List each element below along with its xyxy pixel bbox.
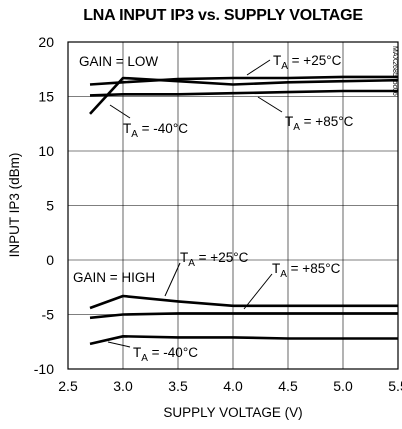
- leader-high-m40: [107, 341, 131, 348]
- series-line-0: [89, 75, 398, 86]
- x-tick-label: 2.5: [58, 378, 78, 394]
- series-line-3: [89, 294, 398, 310]
- y-axis-label: INPUT IP3 (dBm): [7, 153, 22, 258]
- figure-code: MAX2685 toc06: [391, 46, 398, 96]
- series-lines: [89, 75, 399, 346]
- y-tick-label: 0: [46, 252, 54, 268]
- annotation-high-25: TA = +25°C: [180, 250, 249, 269]
- x-tick-label: 5.0: [333, 378, 353, 394]
- group-label-high: GAIN = HIGH: [73, 270, 155, 285]
- leader-lines: [107, 59, 283, 348]
- series-line-2: [89, 76, 399, 115]
- annotation-high-85: TA = +85°C: [272, 261, 341, 280]
- y-tick-label: 10: [38, 143, 54, 159]
- x-axis-label: SUPPLY VOLTAGE (V): [163, 405, 302, 420]
- leader-low-m40: [109, 104, 131, 119]
- y-tick-label: 20: [38, 34, 54, 50]
- leader-low-25: [246, 59, 271, 76]
- annotation-low-m40: TA = -40°C: [123, 121, 188, 140]
- leader-high-25: [164, 262, 181, 297]
- annotation-low-85: TA = +85°C: [285, 114, 354, 133]
- x-tick-label: 4.5: [278, 378, 298, 394]
- y-tick-label: 15: [38, 89, 54, 105]
- series-line-5: [89, 334, 398, 346]
- annotation-high-m40: TA = -40°C: [133, 345, 198, 364]
- x-tick-labels: 2.5 3.0 3.5 4.0 4.5 5.0 5.5: [58, 378, 402, 394]
- plot-frame: [67, 41, 399, 370]
- group-label-low: GAIN = LOW: [79, 54, 158, 69]
- leader-high-85: [243, 273, 273, 310]
- x-tick-label: 3.0: [113, 378, 133, 394]
- chart-title: LNA INPUT IP3 vs. SUPPLY VOLTAGE: [83, 7, 363, 24]
- y-tick-label: -5: [42, 307, 55, 323]
- x-tick-label: 5.5: [388, 378, 402, 394]
- leader-low-85: [257, 96, 283, 113]
- series-line-1: [89, 89, 398, 97]
- x-tick-label: 3.5: [168, 378, 188, 394]
- annotation-low-25: TA = +25°C: [273, 53, 342, 72]
- y-tick-labels: 20 15 10 5 0 -5 -10: [34, 34, 54, 377]
- y-tick-label: -10: [34, 361, 54, 377]
- y-tick-label: 5: [46, 198, 54, 214]
- x-tick-label: 4.0: [223, 378, 243, 394]
- series-line-4: [89, 312, 398, 320]
